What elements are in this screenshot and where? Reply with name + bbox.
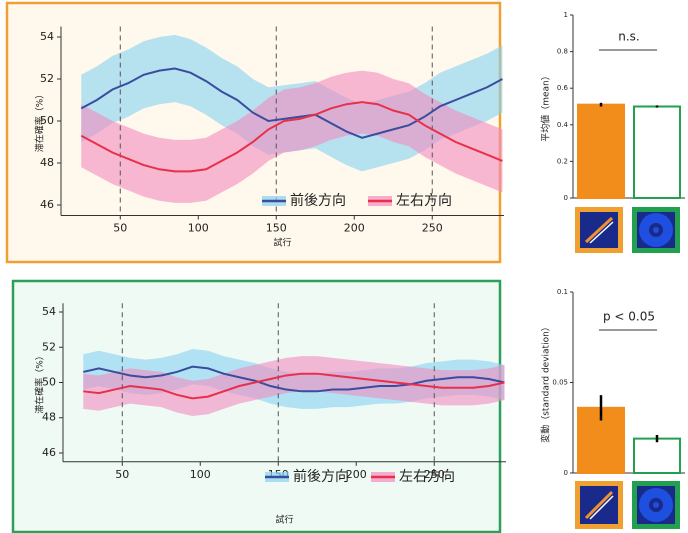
- y-tick-label: 0: [564, 194, 568, 202]
- y-axis-label: 平均値（mean）: [540, 71, 552, 142]
- y-tick-label: 46: [42, 446, 56, 459]
- y-axis-label: 滞在確率（%）: [34, 351, 46, 414]
- line: [83, 365, 505, 393]
- condition-icons: [575, 207, 680, 529]
- y-tick-label: 0.1: [557, 288, 568, 296]
- line-chart: 464850525450100150200250試行滞在確率（%）前後方向左右方…: [11, 279, 506, 533]
- icon-stripes: [575, 207, 623, 253]
- y-tick-label: 50: [42, 376, 56, 389]
- x-tick-label: 150: [266, 222, 287, 235]
- band: [81, 70, 503, 203]
- y-tick-label: 48: [42, 411, 56, 424]
- y-tick-label: 0.05: [552, 379, 568, 387]
- y-tick-label: 0.6: [557, 84, 569, 92]
- line: [83, 372, 505, 400]
- y-tick-label: 0: [564, 469, 568, 477]
- x-tick-label: 250: [422, 222, 443, 235]
- x-tick-label: 50: [115, 468, 129, 481]
- x-tick-label: 200: [344, 222, 365, 235]
- y-tick-label: 54: [42, 305, 56, 318]
- x-tick-label: 200: [346, 468, 367, 481]
- legend-label: 前後方向: [290, 192, 346, 209]
- x-tick-label: 50: [113, 222, 127, 235]
- y-tick-label: 50: [40, 114, 54, 127]
- legend-label: 左右方向: [399, 469, 455, 485]
- line: [80, 67, 503, 139]
- bar: [577, 103, 625, 199]
- bar: [633, 437, 681, 474]
- y-tick-label: 52: [42, 340, 56, 353]
- legend-label: 左右方向: [396, 193, 452, 209]
- icon-circles: [632, 481, 680, 529]
- line: [80, 101, 503, 173]
- x-tick-label: 100: [188, 222, 209, 235]
- y-tick-label: 46: [40, 198, 54, 211]
- bar-chart: 0 0.2 0.4 0.6 0.8 1 平均値（mean） n.s.: [540, 11, 685, 202]
- x-axis-label: 試行: [273, 237, 291, 249]
- y-tick-label: 52: [40, 72, 54, 85]
- legend-label: 前後方向: [293, 468, 349, 485]
- x-tick-label: 100: [190, 468, 211, 481]
- y-axis-label: 変動（standard deviation）: [540, 322, 552, 443]
- y-axis-label: 滞在確率（%）: [34, 90, 46, 153]
- band: [83, 356, 505, 416]
- y-tick-label: 54: [40, 30, 54, 43]
- y-tick-label: 1: [564, 11, 568, 19]
- x-axis-label: 試行: [275, 514, 293, 526]
- icon-circles: [632, 207, 680, 253]
- line-chart: 46 48 50 52 54 50 100 150 200 250 試行 滞在確率（%） 前後方向 左右方…: [5, 1, 504, 264]
- y-tick-label: 0.2: [557, 157, 568, 165]
- bar-chart: 0 0.05 0.1 変動（standard deviation） p < 0.05: [540, 288, 685, 477]
- y-tick-label: 0.8: [557, 48, 568, 56]
- bar: [633, 105, 681, 199]
- significance-label: n.s.: [618, 30, 640, 44]
- icon-stripes: [575, 481, 623, 529]
- y-tick-label: 0.4: [557, 121, 569, 129]
- significance-label: p < 0.05: [603, 310, 655, 324]
- x-tick-label: 250: [424, 468, 445, 481]
- y-tick-label: 48: [40, 156, 54, 169]
